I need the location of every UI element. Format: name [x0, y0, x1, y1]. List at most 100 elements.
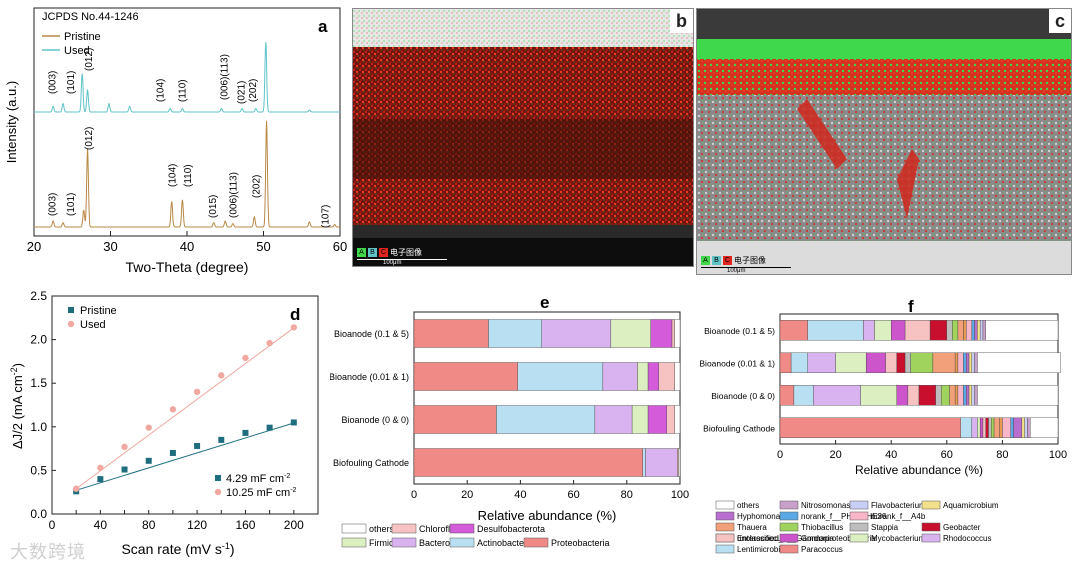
x-tick-label: 40: [514, 489, 526, 501]
e-bars: [413, 319, 681, 477]
bar-segment: [779, 320, 808, 341]
bar-segment: [966, 320, 973, 341]
x-tick-label: 60: [941, 449, 953, 461]
xrd-chart: a JCPDS No.44-1246 Pristine Used 20 30 40 5…: [4, 7, 347, 275]
xrd-xticks: 20 30 40 50 60: [27, 231, 347, 254]
e-legend: others Chloroflexi Desulfobacterota Firmicu…: [341, 523, 610, 548]
legend-label: Hyphomonas: [737, 512, 784, 521]
xrd-legend: Pristine Used: [42, 31, 101, 57]
data-point-pristine: [121, 466, 128, 473]
ecsa-chart: d 0 40 80 120 160 200 0.0 0.5 1.0 1.5 2.0 2.5 Prist…: [9, 289, 319, 557]
x-tick-label: 0: [411, 489, 417, 501]
x-tick-label: 20: [27, 239, 41, 254]
ecsa-legend: Pristine Used: [67, 305, 117, 331]
bar-segment: [1002, 417, 1011, 438]
bar-segment: [779, 417, 961, 438]
bar-segment: [977, 417, 981, 438]
peak-label: (015): [208, 195, 219, 218]
sem-micrograph-b: [353, 9, 693, 266]
bar-segment: [977, 320, 981, 341]
legend-marker-pristine: [68, 307, 74, 313]
legend-label: Paracoccus: [801, 545, 843, 554]
sem-legend-b: A B C 电子图像: [357, 247, 422, 258]
bar-segment: [929, 320, 947, 341]
x-tick-label: 50: [256, 239, 270, 254]
x-tick-label: 40: [885, 449, 897, 461]
bar-segment: [954, 385, 959, 406]
panel-letter-d: d: [290, 305, 300, 324]
bar-segment: [666, 405, 675, 434]
legend-swatch: [449, 523, 475, 534]
ecsa-y-axis-label: ΔJ/2 (mA cm-2): [9, 363, 25, 449]
bar-segment: [1010, 417, 1014, 438]
bar-segment: [918, 385, 936, 406]
ecsa-data-points: [72, 324, 298, 495]
legend-swatch: [779, 511, 799, 521]
legend-swatch: [715, 533, 735, 543]
bar-segment: [993, 417, 1000, 438]
legend-label: Mycobacterium: [871, 534, 926, 543]
legend-label: others: [369, 524, 395, 534]
bar-segment: [793, 385, 814, 406]
peak-label: (110): [183, 164, 194, 187]
data-point-used: [193, 388, 201, 396]
bar-segment: [865, 352, 886, 373]
bar-segment: [1030, 417, 1059, 438]
bar-segment: [974, 385, 978, 406]
bar-segment: [671, 319, 675, 348]
legend-swatch: [523, 537, 549, 548]
peak-label: (101): [66, 193, 77, 216]
data-point-used: [169, 406, 177, 413]
bar-segment: [982, 417, 986, 438]
bar-segment: [971, 320, 975, 341]
data-point-used: [290, 324, 298, 331]
bar-segment: [974, 320, 978, 341]
data-point-pristine: [169, 449, 176, 456]
panel-letter-a: a: [318, 17, 328, 36]
peak-label: (107): [321, 205, 332, 228]
legend-label: Rhodococcus: [943, 534, 991, 543]
bar-segment: [963, 320, 967, 341]
bar-segment: [952, 320, 959, 341]
bar-segment: [602, 362, 638, 391]
bar-segment: [642, 448, 646, 477]
ecsa-x-axis-label: Scan rate (mV s-1): [121, 541, 234, 557]
legend-label-pristine: Pristine: [64, 31, 101, 43]
bar-segment: [835, 352, 867, 373]
bar-segment: [941, 385, 950, 406]
bar-segment: [957, 352, 964, 373]
x-tick-label: 0: [49, 518, 56, 532]
peak-label: (006)(113): [229, 172, 240, 218]
y-tick-label: 2.5: [30, 289, 47, 303]
bar-segment: [971, 385, 975, 406]
bar-segment: [674, 319, 681, 348]
legend-swatch: [921, 500, 941, 510]
bar-segment: [982, 320, 986, 341]
data-point-used: [242, 354, 249, 362]
sem-image-pristine: b A B C 电子图像 100μm: [352, 8, 694, 267]
f-bars: [779, 320, 1061, 438]
category-label: Bioanode (0 & 0): [711, 391, 775, 401]
x-tick-label: 200: [284, 518, 304, 532]
bar-segment: [910, 352, 934, 373]
x-tick-label: 40: [94, 518, 108, 532]
legend-label: Stappia: [871, 523, 899, 532]
series-line-pristine: [34, 120, 340, 228]
peak-label: (006)(113): [220, 54, 231, 100]
legend-swatch: [779, 533, 799, 543]
category-label: Bioanode (0.01 & 1): [700, 358, 775, 368]
bar-segment: [674, 362, 681, 391]
bar-segment: [413, 448, 643, 477]
peak-label: (202): [252, 175, 263, 198]
bar-segment: [949, 385, 956, 406]
legend-swatch: [779, 522, 799, 532]
legend-swatch: [391, 537, 417, 548]
bar-segment: [932, 352, 956, 373]
xrd-x-axis-label: Two-Theta (degree): [126, 259, 249, 275]
legend-swatch: [849, 511, 869, 521]
legend-marker-used: [67, 320, 75, 328]
legend-label: Gordonia: [801, 534, 834, 543]
bar-segment: [807, 320, 864, 341]
fit-label-pristine: 4.29 mF cm-2: [226, 473, 290, 485]
x-tick-label: 20: [829, 449, 841, 461]
